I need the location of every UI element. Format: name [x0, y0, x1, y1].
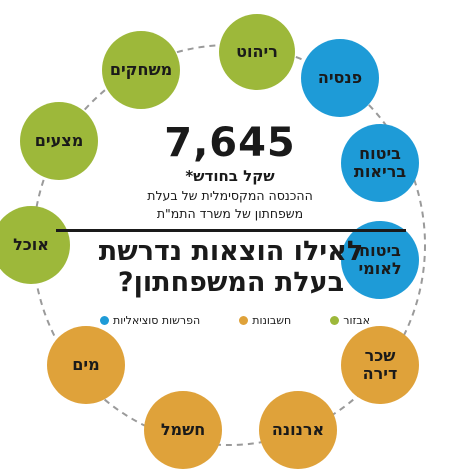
- legend-swatch: [330, 316, 340, 325]
- expense-bubble: חשמל: [144, 391, 222, 469]
- expense-label: ביטוח בריאות: [353, 143, 407, 181]
- expense-bubble: ריהוט: [219, 14, 295, 90]
- legend-item: הפרשות סוציאליות: [100, 314, 200, 327]
- legend-label: הפרשות סוציאליות: [113, 314, 201, 327]
- expense-label: שכר דירה: [362, 345, 398, 383]
- legend-swatch: [100, 316, 109, 325]
- expense-label: משחקים: [109, 59, 173, 79]
- expense-label: ריהוט: [236, 41, 278, 61]
- expense-label: פנסיה: [317, 67, 363, 87]
- description-line-2: משפחתון של משרד התמ"ת: [156, 206, 304, 221]
- divider: [56, 229, 406, 232]
- expense-bubble: שכר דירה: [341, 326, 419, 404]
- max-income-amount: 7,645: [164, 120, 296, 166]
- expense-label: ביטוח לאומי: [358, 240, 402, 278]
- legend-item: אבזור: [330, 314, 370, 327]
- expense-bubble: מצעים: [20, 102, 98, 180]
- expense-bubble: ביטוח לאומי: [341, 221, 419, 299]
- expense-bubble: ארנונה: [259, 391, 337, 469]
- expense-bubble: ביטוח בריאות: [341, 124, 419, 202]
- expense-label: חשמל: [160, 419, 206, 439]
- expense-label: מים: [72, 354, 100, 374]
- expense-bubble: מים: [47, 326, 125, 404]
- expense-label: ארנונה: [271, 419, 325, 439]
- question-line-2: בעלת המשפחתון?: [117, 267, 345, 298]
- expense-bubble: משחקים: [102, 31, 180, 109]
- legend-label: אבזור: [343, 314, 370, 327]
- legend: הפרשות סוציאליות חשבונות אבזור: [100, 314, 370, 327]
- expense-label: מצעים: [34, 130, 84, 150]
- legend-swatch: [239, 316, 249, 325]
- expense-label: אוכל: [13, 234, 49, 254]
- expense-bubble: פנסיה: [301, 39, 379, 117]
- expense-bubble: אוכל: [0, 206, 70, 284]
- question-line-1: לאילו הוצאות נדרשת: [98, 236, 364, 267]
- legend-item: חשבונות: [239, 314, 291, 327]
- amount-caption: שקל בחודש*: [185, 167, 275, 185]
- legend-label: חשבונות: [252, 314, 292, 327]
- description-line-1: ההכנסה המקסימלית של בעלת: [147, 188, 313, 203]
